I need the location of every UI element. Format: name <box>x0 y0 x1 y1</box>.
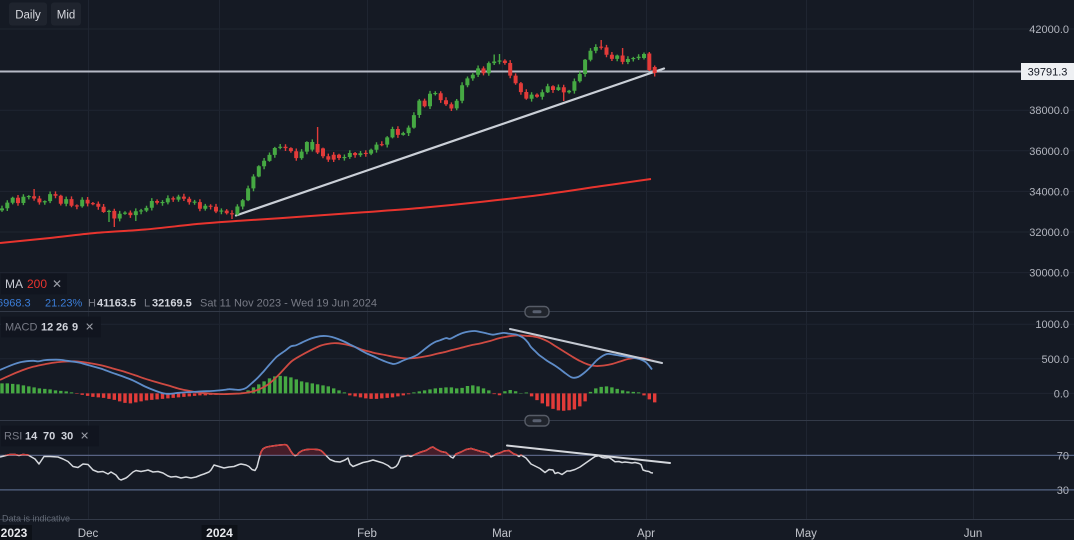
svg-text:34000.0: 34000.0 <box>1029 186 1069 198</box>
svg-text:Data is indicative: Data is indicative <box>2 514 70 524</box>
svg-text:Mid: Mid <box>57 10 76 22</box>
svg-text:32169.5: 32169.5 <box>152 298 192 310</box>
svg-text:2024: 2024 <box>206 526 233 540</box>
svg-text:200: 200 <box>27 277 47 291</box>
svg-text:✕: ✕ <box>52 277 62 291</box>
svg-text:0.0: 0.0 <box>1054 388 1069 400</box>
svg-text:41163.5: 41163.5 <box>97 298 136 310</box>
svg-text:L: L <box>144 298 150 310</box>
svg-text:39791.3: 39791.3 <box>1028 67 1068 79</box>
svg-text:26: 26 <box>56 322 68 334</box>
svg-text:Mar: Mar <box>492 528 512 540</box>
svg-text:500.0: 500.0 <box>1041 354 1069 366</box>
svg-text:RSI: RSI <box>4 431 22 443</box>
svg-text:14: 14 <box>25 431 38 443</box>
svg-text:70: 70 <box>1057 450 1069 462</box>
svg-text:70: 70 <box>43 431 55 443</box>
svg-text:30: 30 <box>61 431 73 443</box>
svg-text:30: 30 <box>1057 485 1069 497</box>
svg-text:Dec: Dec <box>78 528 99 540</box>
svg-text:1000.0: 1000.0 <box>1035 319 1069 331</box>
svg-text:May: May <box>795 528 817 540</box>
svg-text:MA: MA <box>5 277 23 291</box>
svg-text:Feb: Feb <box>357 528 377 540</box>
svg-text:H: H <box>88 298 96 310</box>
svg-text:Apr: Apr <box>637 528 655 540</box>
svg-text:MACD: MACD <box>5 322 37 334</box>
svg-text:38000.0: 38000.0 <box>1029 105 1069 117</box>
svg-text:12: 12 <box>41 322 53 334</box>
svg-text:Jun: Jun <box>964 528 983 540</box>
svg-text:✕: ✕ <box>80 431 89 443</box>
svg-text:36000.0: 36000.0 <box>1029 146 1069 158</box>
svg-text:9: 9 <box>72 322 78 334</box>
svg-text:✕: ✕ <box>85 322 94 334</box>
svg-text:30000.0: 30000.0 <box>1029 268 1069 280</box>
svg-text:32000.0: 32000.0 <box>1029 227 1069 239</box>
svg-text:Sat 11 Nov 2023 - Wed 19 Jun 2: Sat 11 Nov 2023 - Wed 19 Jun 2024 <box>200 298 377 310</box>
svg-text:42000.0: 42000.0 <box>1029 24 1069 36</box>
svg-text:6968.3: 6968.3 <box>0 298 31 310</box>
svg-text:2023: 2023 <box>1 526 28 540</box>
svg-text:21.23%: 21.23% <box>45 298 83 310</box>
svg-text:Daily: Daily <box>15 10 41 22</box>
